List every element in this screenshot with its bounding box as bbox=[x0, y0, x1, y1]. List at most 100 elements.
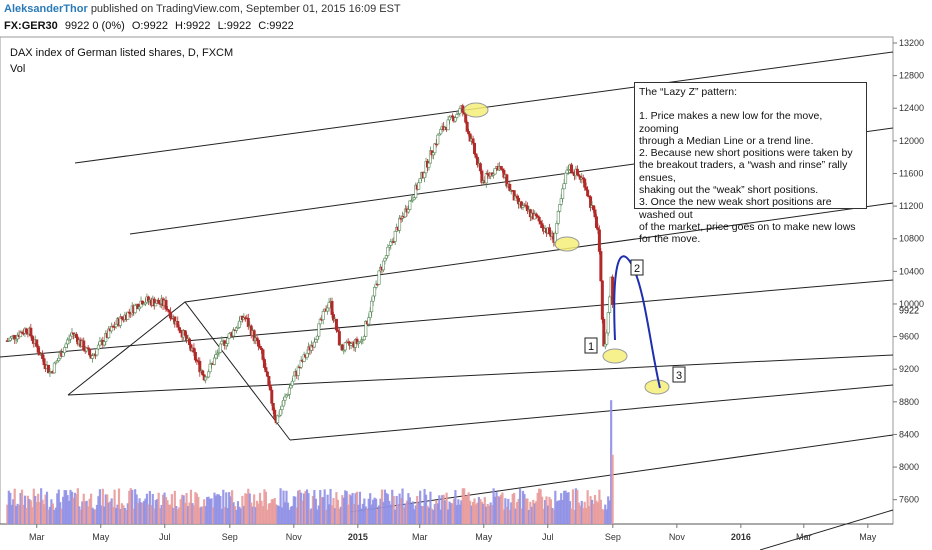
volume-bar bbox=[382, 501, 385, 524]
volume-bar bbox=[573, 509, 576, 524]
candle-body bbox=[586, 189, 590, 197]
volume-bar bbox=[185, 493, 188, 524]
volume-bar bbox=[488, 505, 491, 524]
volume-bar bbox=[605, 509, 608, 524]
volume-bar bbox=[421, 506, 425, 524]
volume-bar bbox=[413, 509, 416, 524]
trend-line bbox=[67, 354, 894, 396]
lazy-z-annotation[interactable]: The “Lazy Z” pattern: 1. Price makes a n… bbox=[634, 82, 867, 245]
volume-bar bbox=[383, 489, 387, 524]
volume-bar bbox=[37, 493, 40, 524]
volume-bar bbox=[147, 504, 150, 524]
volume-bar bbox=[184, 502, 187, 524]
volume-bar bbox=[516, 502, 519, 524]
candle-body bbox=[406, 209, 410, 213]
candle-body bbox=[312, 341, 316, 348]
volume-bar bbox=[492, 488, 495, 524]
volume-bar bbox=[542, 508, 545, 524]
volume-bar bbox=[297, 490, 300, 524]
y-tick-label: 12800 bbox=[899, 71, 924, 81]
volume-bar bbox=[56, 493, 59, 524]
volume-bar bbox=[173, 490, 176, 524]
volume-bar bbox=[430, 508, 434, 524]
candle-body bbox=[599, 251, 603, 282]
volume-bar bbox=[332, 497, 335, 524]
volume-bar bbox=[255, 500, 259, 524]
trend-line bbox=[759, 509, 894, 550]
volume-bar bbox=[150, 505, 153, 524]
volume-bar bbox=[511, 493, 514, 524]
volume-bar bbox=[574, 488, 577, 524]
volume-bar bbox=[479, 499, 482, 524]
volume-bar bbox=[510, 502, 513, 524]
volume-bar bbox=[107, 502, 110, 524]
volume-bar bbox=[91, 507, 94, 524]
volume-bar bbox=[238, 506, 241, 524]
volume-bar bbox=[458, 504, 461, 524]
candle-body bbox=[433, 143, 437, 154]
series-title: DAX index of German listed shares, D, FX… bbox=[10, 47, 234, 59]
candle-body bbox=[255, 337, 259, 341]
volume-bar bbox=[593, 494, 597, 524]
volume-bar bbox=[342, 497, 345, 524]
x-tick-label: May bbox=[859, 532, 877, 542]
volume-bar bbox=[136, 502, 140, 524]
candle-body bbox=[384, 255, 388, 259]
volume-bar bbox=[535, 501, 538, 524]
candle-body bbox=[167, 309, 171, 313]
volume-bar bbox=[461, 488, 464, 524]
volume-bar bbox=[253, 494, 256, 524]
volume-bar bbox=[408, 497, 411, 524]
author-link[interactable]: AleksanderThor bbox=[4, 3, 88, 15]
marker-label: 1 bbox=[588, 341, 594, 353]
volume-bar bbox=[229, 496, 232, 524]
volume-bar bbox=[395, 495, 398, 524]
annotation-line: for the move. bbox=[639, 233, 701, 246]
volume-bar bbox=[604, 504, 607, 524]
symbol-label[interactable]: FX:GER30 bbox=[4, 20, 58, 32]
candle-body bbox=[431, 152, 435, 156]
volume-bar bbox=[200, 506, 203, 524]
candle-body bbox=[74, 333, 78, 338]
annotation-line: shaking out the “weak” short positions. bbox=[639, 184, 819, 197]
volume-bar bbox=[327, 504, 331, 524]
candle-body bbox=[36, 345, 40, 353]
volume-bar bbox=[455, 505, 458, 524]
volume-bar bbox=[404, 503, 407, 524]
volume-bar bbox=[373, 497, 376, 524]
candle-body bbox=[584, 186, 588, 191]
volume-bar bbox=[333, 508, 337, 524]
volume-bar bbox=[543, 499, 547, 524]
candle-body bbox=[474, 153, 478, 158]
volume-bar bbox=[367, 498, 370, 524]
volume-bar bbox=[372, 499, 375, 524]
candle-body bbox=[606, 312, 610, 334]
volume-bar bbox=[106, 494, 109, 524]
volume-bar bbox=[131, 489, 134, 524]
candle-body bbox=[214, 354, 218, 359]
volume-bar bbox=[282, 490, 285, 524]
volume-bar bbox=[101, 488, 104, 524]
volume-bar bbox=[217, 494, 220, 524]
volume-bar bbox=[391, 489, 394, 524]
volume-bar bbox=[561, 499, 564, 524]
candle-body bbox=[201, 370, 205, 376]
candle-body bbox=[330, 301, 334, 315]
x-tick-label: 2015 bbox=[348, 532, 368, 542]
volume-bar bbox=[228, 492, 231, 524]
candle-body bbox=[52, 362, 56, 374]
volume-bar bbox=[536, 492, 539, 524]
volume-bar bbox=[20, 489, 24, 524]
volume-bar bbox=[419, 490, 422, 524]
volume-bar bbox=[245, 493, 248, 524]
volume-bar bbox=[260, 500, 263, 524]
volume-bar bbox=[79, 509, 82, 524]
candle-body bbox=[547, 227, 551, 234]
candle-body bbox=[334, 318, 338, 331]
candle-body bbox=[88, 348, 92, 356]
volume-bar bbox=[303, 493, 306, 524]
volume-bar bbox=[85, 500, 88, 524]
candle-body bbox=[467, 131, 471, 135]
